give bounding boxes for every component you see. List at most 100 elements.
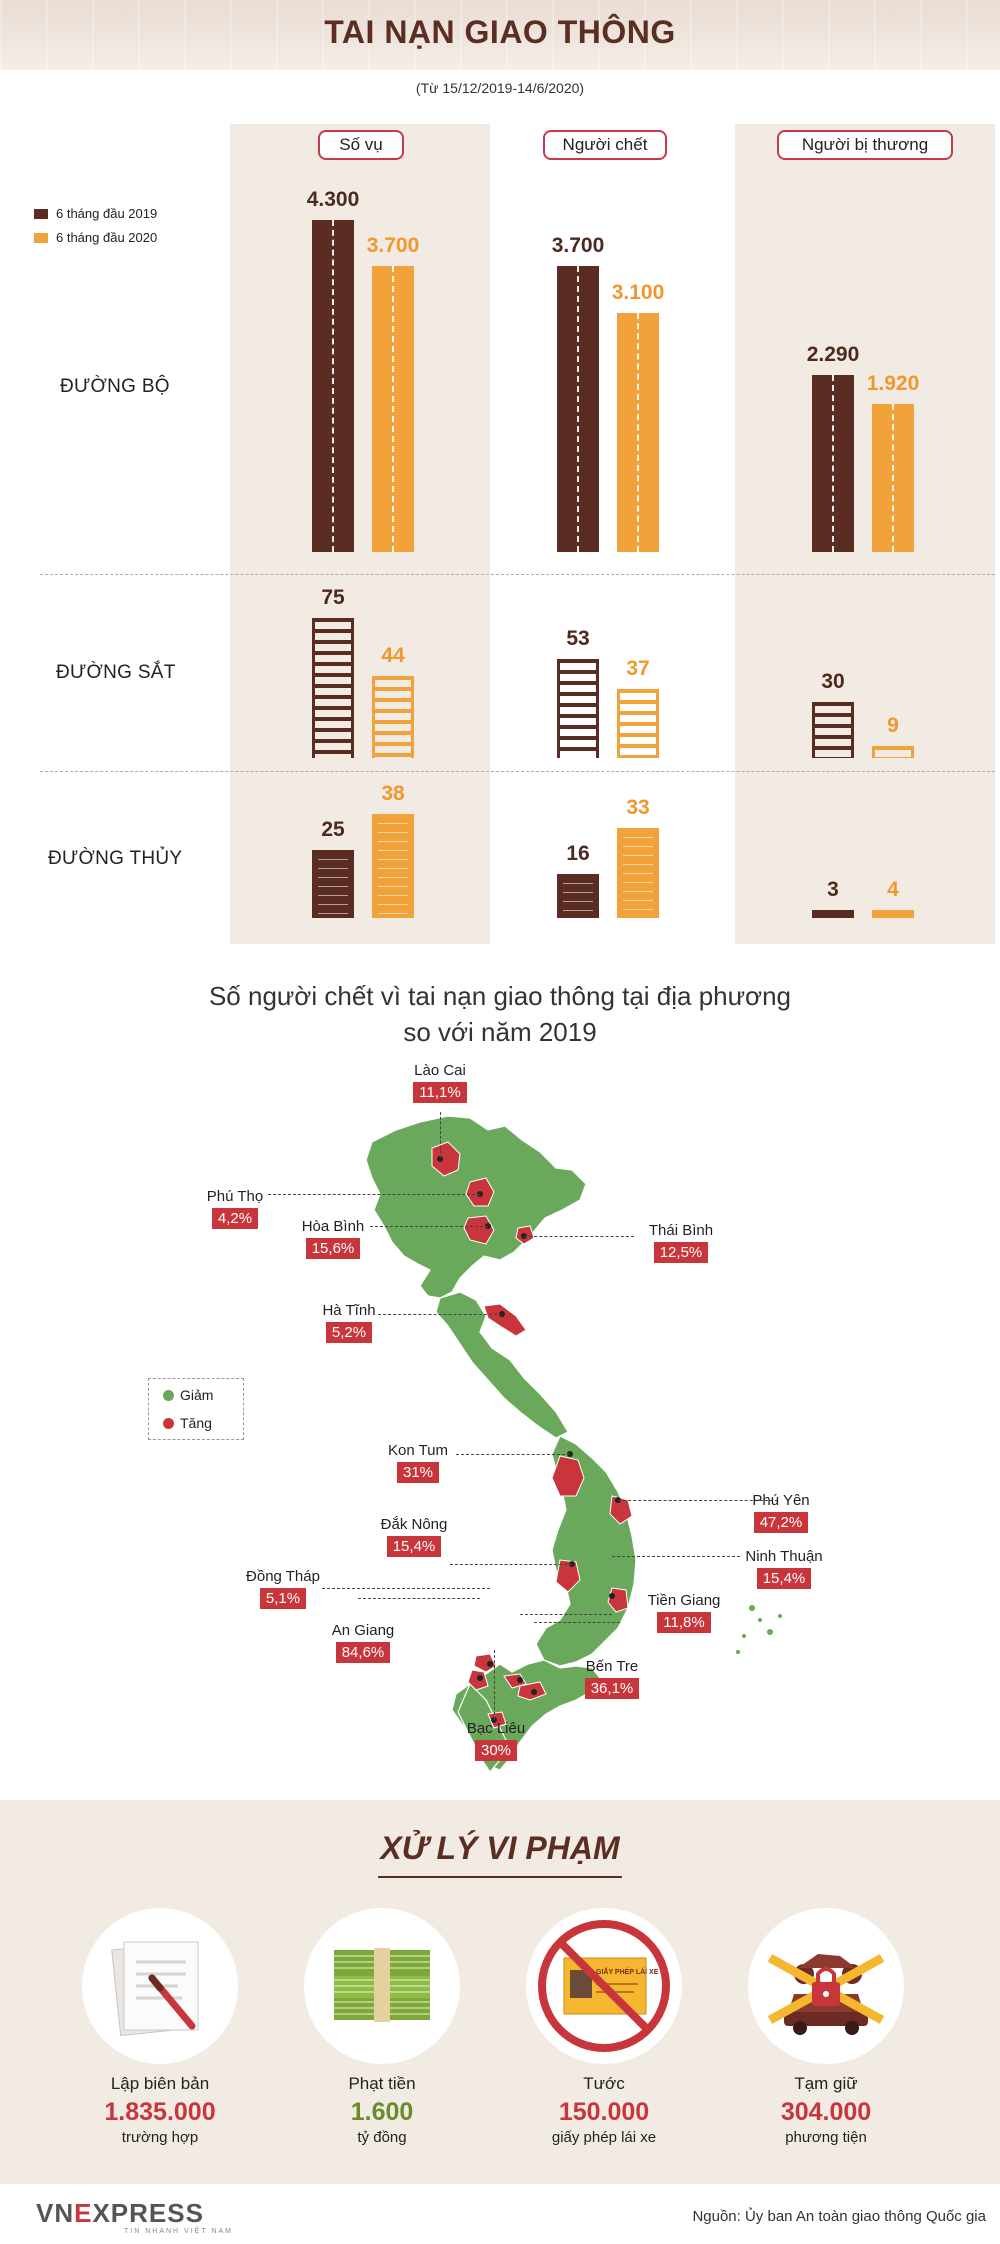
license-card-text: GIẤY PHÉP LÁI XE	[596, 1966, 659, 1976]
map-province-kon-tum	[551, 1455, 585, 1497]
map-legend-increase-label: Tăng	[180, 1415, 212, 1431]
data-label-rail-2019-1: 53	[566, 627, 590, 651]
row-divider	[40, 771, 995, 772]
province-percent: 5,1%	[259, 1588, 307, 1609]
column-label-nguoi-chet: Người chết	[543, 130, 667, 160]
red-dot-icon	[163, 1417, 174, 1429]
province-percent: 47,2%	[753, 1512, 809, 1533]
data-label-rail-2020-1: 37	[626, 656, 650, 680]
map-province-dong-thap	[473, 1653, 497, 1673]
province-kon-tum: Kon Tum 31%	[380, 1442, 456, 1483]
leader-line	[358, 1598, 480, 1599]
province-phu-tho: Phú Thọ 4,2%	[198, 1188, 272, 1229]
province-name: Đồng Tháp	[246, 1568, 320, 1585]
card-label: Phạt tiền	[348, 2074, 416, 2093]
data-label-water-2019-0: 25	[321, 817, 345, 841]
province-percent: 31%	[396, 1462, 440, 1483]
map-marker	[499, 1311, 505, 1317]
map-title-line-1: Số người chết vì tai nạn giao thông tại …	[208, 981, 792, 1011]
data-label-rail-2020-0: 44	[381, 643, 405, 667]
map-title: Số người chết vì tai nạn giao thông tại …	[0, 978, 1000, 1050]
map-marker	[477, 1191, 483, 1197]
card-value: 1.835.000	[104, 2098, 216, 2126]
map-marker	[569, 1561, 575, 1567]
bar-road-2019-0	[312, 220, 354, 552]
map-province-hoa-binh	[463, 1215, 495, 1245]
card-label: Tạm giữ	[794, 2074, 858, 2093]
violation-card-phat-tien: Phạt tiền 1.600 tỷ đồng	[282, 2074, 482, 2146]
province-name: Đắk Nông	[380, 1516, 448, 1533]
violation-card-tam-giu: Tạm giữ 304.000 phương tiện	[726, 2074, 926, 2146]
bar-water-2020-2	[872, 910, 914, 918]
leader-line	[618, 1500, 778, 1501]
row-divider	[40, 574, 995, 575]
province-ben-tre: Bến Tre 36,1%	[572, 1658, 652, 1699]
leader-line	[268, 1194, 480, 1195]
leader-line	[370, 1226, 488, 1227]
data-label-road-2019-1: 3.700	[551, 234, 605, 258]
row-label-duong-sat: ĐƯỜNG SẮT	[56, 662, 176, 683]
date-range-subtitle: (Từ 15/12/2019-14/6/2020)	[415, 80, 585, 96]
province-name: Hòa Bình	[301, 1218, 365, 1235]
province-dak-nong: Đắk Nông 15,4%	[370, 1516, 458, 1557]
vnexpress-logo[interactable]: VNEXPRESS	[36, 2198, 204, 2229]
legend-swatch-2019	[34, 208, 48, 219]
province-percent: 15,6%	[305, 1238, 361, 1259]
leader-line	[612, 1556, 740, 1557]
province-ha-tinh: Hà Tĩnh 5,2%	[312, 1302, 386, 1343]
map-marker	[491, 1717, 497, 1723]
map-marker	[517, 1677, 523, 1683]
logo-part: VN	[36, 2198, 75, 2228]
province-name: Phú Thọ	[206, 1188, 264, 1205]
province-name: Thái Bình	[648, 1222, 714, 1239]
header-background	[0, 0, 1000, 70]
map-island	[749, 1605, 755, 1611]
source-note: Nguồn: Ủy ban An toàn giao thông Quốc gi…	[692, 2208, 986, 2225]
column-background-so-vu	[230, 124, 490, 944]
data-label-water-2019-1: 16	[566, 842, 590, 866]
card-unit: giấy phép lái xe	[551, 2129, 657, 2146]
province-name: Ninh Thuận	[745, 1548, 823, 1565]
map-marker	[567, 1451, 573, 1457]
card-unit: tỷ đồng	[357, 2129, 407, 2146]
province-name: Phú Yên	[752, 1492, 810, 1509]
map-title-line-2: so với năm 2019	[403, 1017, 597, 1047]
data-label-road-2020-1: 3.100	[611, 280, 665, 304]
bar-rail-2019-0	[312, 618, 354, 758]
map-province-phu-yen	[609, 1495, 633, 1525]
province-phu-yen: Phú Yên 47,2%	[740, 1492, 822, 1533]
leader-line	[534, 1622, 620, 1623]
province-ninh-thuan: Ninh Thuận 15,4%	[736, 1548, 832, 1589]
bar-rail-2020-0	[372, 675, 414, 758]
province-percent: 36,1%	[584, 1678, 640, 1699]
footer	[0, 2188, 1000, 2244]
bar-road-2020-2	[872, 403, 914, 552]
map-legend-decrease: Giảm	[163, 1383, 243, 1407]
data-label-water-2020-2: 4	[887, 878, 899, 901]
data-label-rail-2020-2: 9	[887, 714, 899, 737]
card-label: Tước	[583, 2074, 625, 2093]
map-region-north-central	[435, 1291, 569, 1439]
violation-card-bien-ban: Lập biên bản 1.835.000 trường hợp	[60, 2074, 260, 2146]
data-label-rail-2019-2: 30	[821, 670, 845, 693]
violations-title-underline	[378, 1876, 622, 1878]
card-value: 1.600	[350, 2098, 414, 2126]
column-label-nguoi-bi-thuong: Người bị thương	[777, 130, 953, 160]
impounded-vehicle-icon	[748, 1908, 904, 2064]
card-value: 304.000	[780, 2098, 872, 2126]
card-unit: phương tiện	[785, 2129, 867, 2146]
logo-tagline: TIN NHANH VIỆT NAM	[124, 2228, 233, 2235]
logo-part: XPRESS	[92, 2198, 204, 2228]
province-percent: 84,6%	[335, 1642, 391, 1663]
map-island	[736, 1650, 740, 1654]
province-name: Kon Tum	[387, 1442, 449, 1459]
province-dong-thap: Đồng Tháp 5,1%	[240, 1568, 326, 1609]
province-name: Lào Cai	[414, 1062, 466, 1079]
data-label-rail-2019-0: 75	[321, 586, 345, 609]
map-region-central	[535, 1435, 637, 1667]
violations-title: XỬ LÝ VI PHẠM	[380, 1830, 620, 1866]
province-tien-giang: Tiền Giang 11,8%	[640, 1592, 728, 1633]
map-marker	[609, 1593, 615, 1599]
map-province-lao-cai	[431, 1141, 461, 1177]
card-label: Lập biên bản	[110, 2074, 210, 2093]
